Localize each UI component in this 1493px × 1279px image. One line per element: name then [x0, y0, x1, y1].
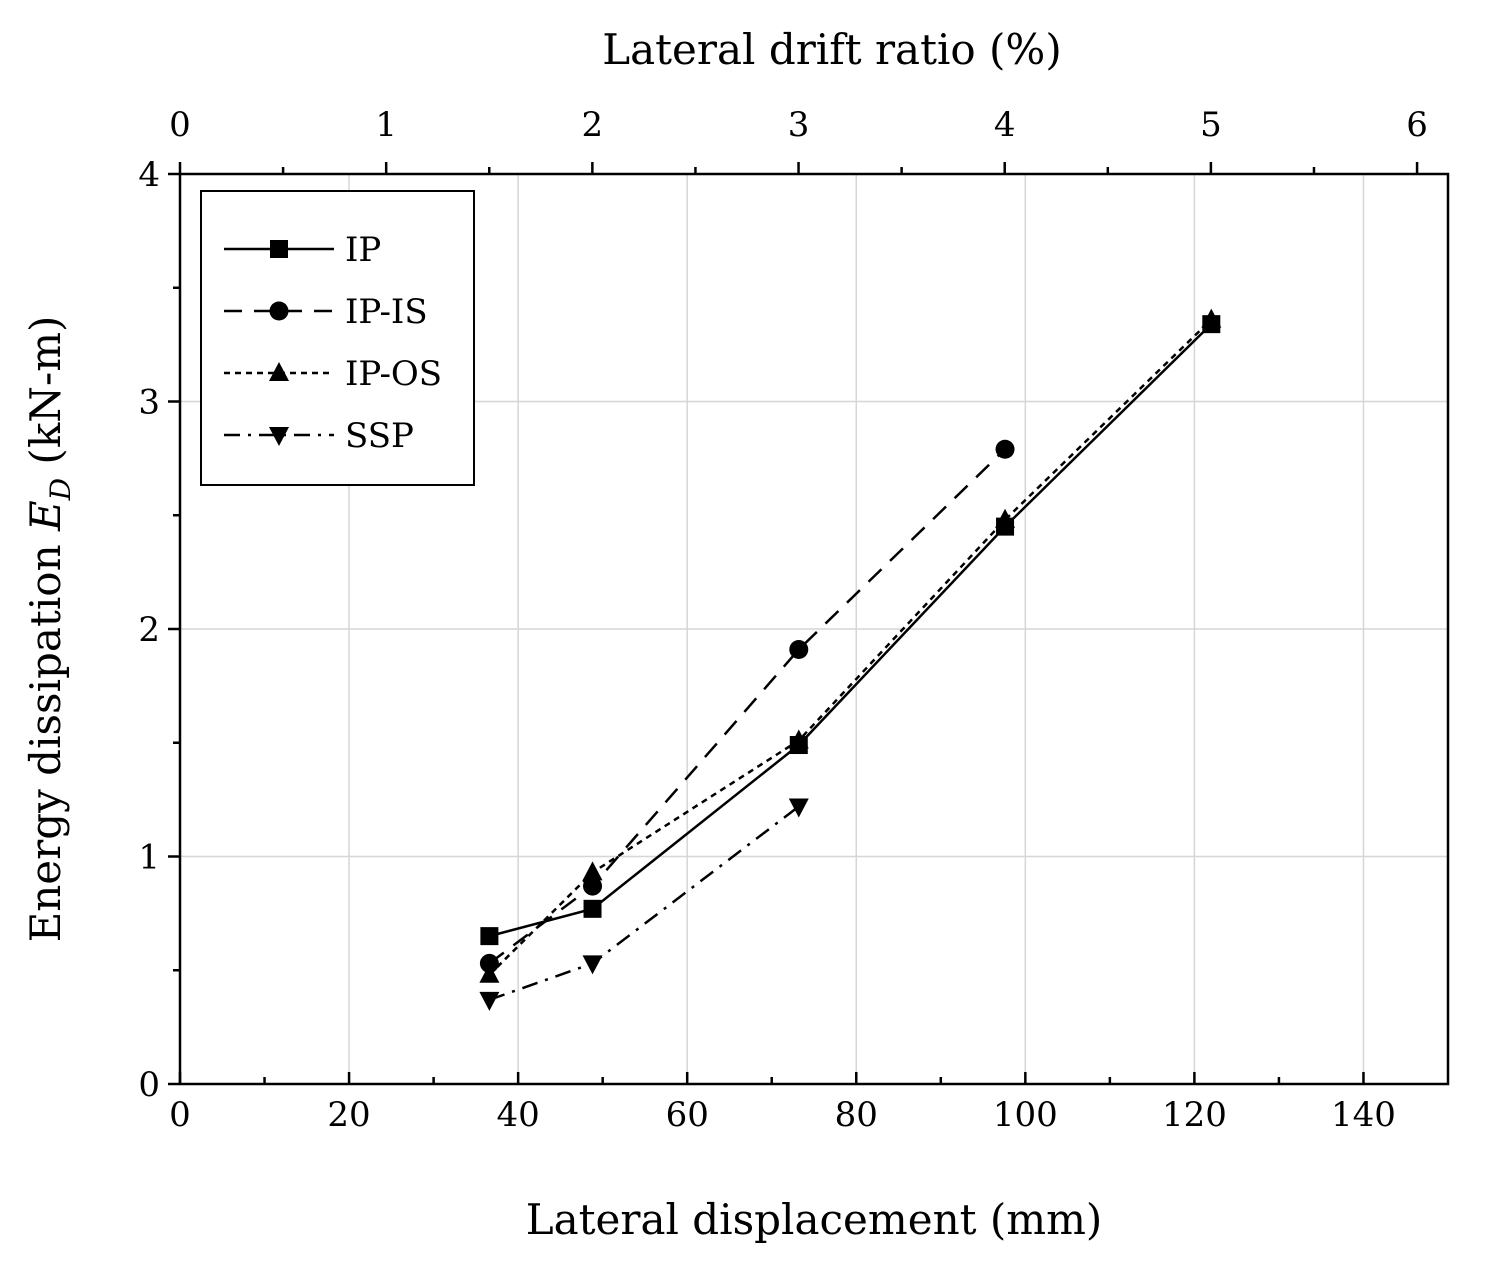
y-tick-label: 3 — [138, 383, 160, 423]
legend-item-ip-is: IP-IS — [224, 292, 428, 332]
y-tick-label: 1 — [138, 838, 160, 878]
data-point-ip — [583, 899, 602, 918]
series-line-ip-is — [488, 448, 1006, 965]
top-tick-label: 1 — [375, 105, 397, 145]
legend-item-ssp: SSP — [224, 416, 414, 456]
top-axis-title: Lateral drift ratio (%) — [602, 25, 1061, 74]
legend-label: IP — [345, 230, 381, 270]
top-tick-label: 5 — [1200, 105, 1222, 145]
x-tick-label: 100 — [993, 1095, 1058, 1135]
legend-marker — [270, 240, 288, 258]
y-axis-title-subscript: D — [44, 478, 77, 501]
top-tick-label: 0 — [169, 105, 191, 145]
legend-item-ip: IP — [224, 230, 381, 270]
x-tick-label: 20 — [327, 1095, 370, 1135]
data-point-ip-is — [583, 876, 603, 896]
y-axis-title: Energy dissipation ED (kN-m) — [21, 316, 77, 943]
series-line-ssp — [488, 805, 800, 1002]
series-ip-os — [479, 308, 1222, 983]
y-axis-title-prefix: Energy dissipation — [21, 531, 70, 942]
top-tick-label: 2 — [582, 105, 604, 145]
x-tick-label: 0 — [169, 1095, 191, 1135]
y-tick-label: 4 — [138, 155, 160, 195]
data-point-ip-os — [995, 508, 1016, 528]
grid-layer — [180, 174, 1448, 1084]
y-tick-label: 0 — [138, 1065, 160, 1105]
x-tick-label: 40 — [497, 1095, 540, 1135]
legend-box — [200, 190, 475, 486]
legend-label: IP-IS — [345, 292, 428, 332]
y-axis-title-suffix: (kN-m) — [21, 316, 70, 478]
data-point-ip-is — [995, 439, 1015, 459]
x-tick-label: 60 — [666, 1095, 709, 1135]
data-point-ssp — [788, 798, 809, 818]
data-point-ip-os — [479, 963, 500, 983]
series-ip-is — [479, 439, 1015, 973]
data-point-ssp — [582, 955, 603, 975]
y-tick-label: 2 — [138, 610, 160, 650]
x-axis-title: Lateral displacement (mm) — [526, 1195, 1103, 1244]
x-tick-label: 80 — [835, 1095, 878, 1135]
data-point-ssp — [479, 991, 500, 1011]
legend-item-ip-os: IP-OS — [224, 354, 442, 394]
series-ssp — [479, 798, 809, 1011]
series-ip — [480, 315, 1221, 946]
top-tick-label: 6 — [1406, 105, 1428, 145]
legend-marker — [269, 427, 289, 446]
legend: IP IP-IS IP-OS SSP — [200, 190, 475, 486]
data-point-ip-os — [1201, 308, 1222, 328]
y-axis-title-variable: E — [21, 500, 70, 532]
data-point-ip-os — [788, 729, 809, 749]
legend-items: IP IP-IS IP-OS SSP — [224, 230, 442, 456]
legend-marker — [269, 301, 289, 321]
legend-label: SSP — [345, 416, 414, 456]
data-point-ip-is — [789, 639, 809, 659]
data-point-ip — [480, 927, 499, 946]
top-tick-label: 3 — [788, 105, 810, 145]
x-tick-label: 120 — [1162, 1095, 1227, 1135]
series-line-ip — [489, 323, 1213, 938]
legend-label: IP-OS — [345, 354, 442, 394]
data-point-ip-os — [582, 861, 603, 881]
data-point-ip-is — [479, 953, 499, 973]
series-layer — [479, 308, 1222, 1011]
x-tick-label: 140 — [1331, 1095, 1396, 1135]
top-tick-label: 4 — [994, 105, 1016, 145]
legend-marker — [269, 362, 289, 381]
